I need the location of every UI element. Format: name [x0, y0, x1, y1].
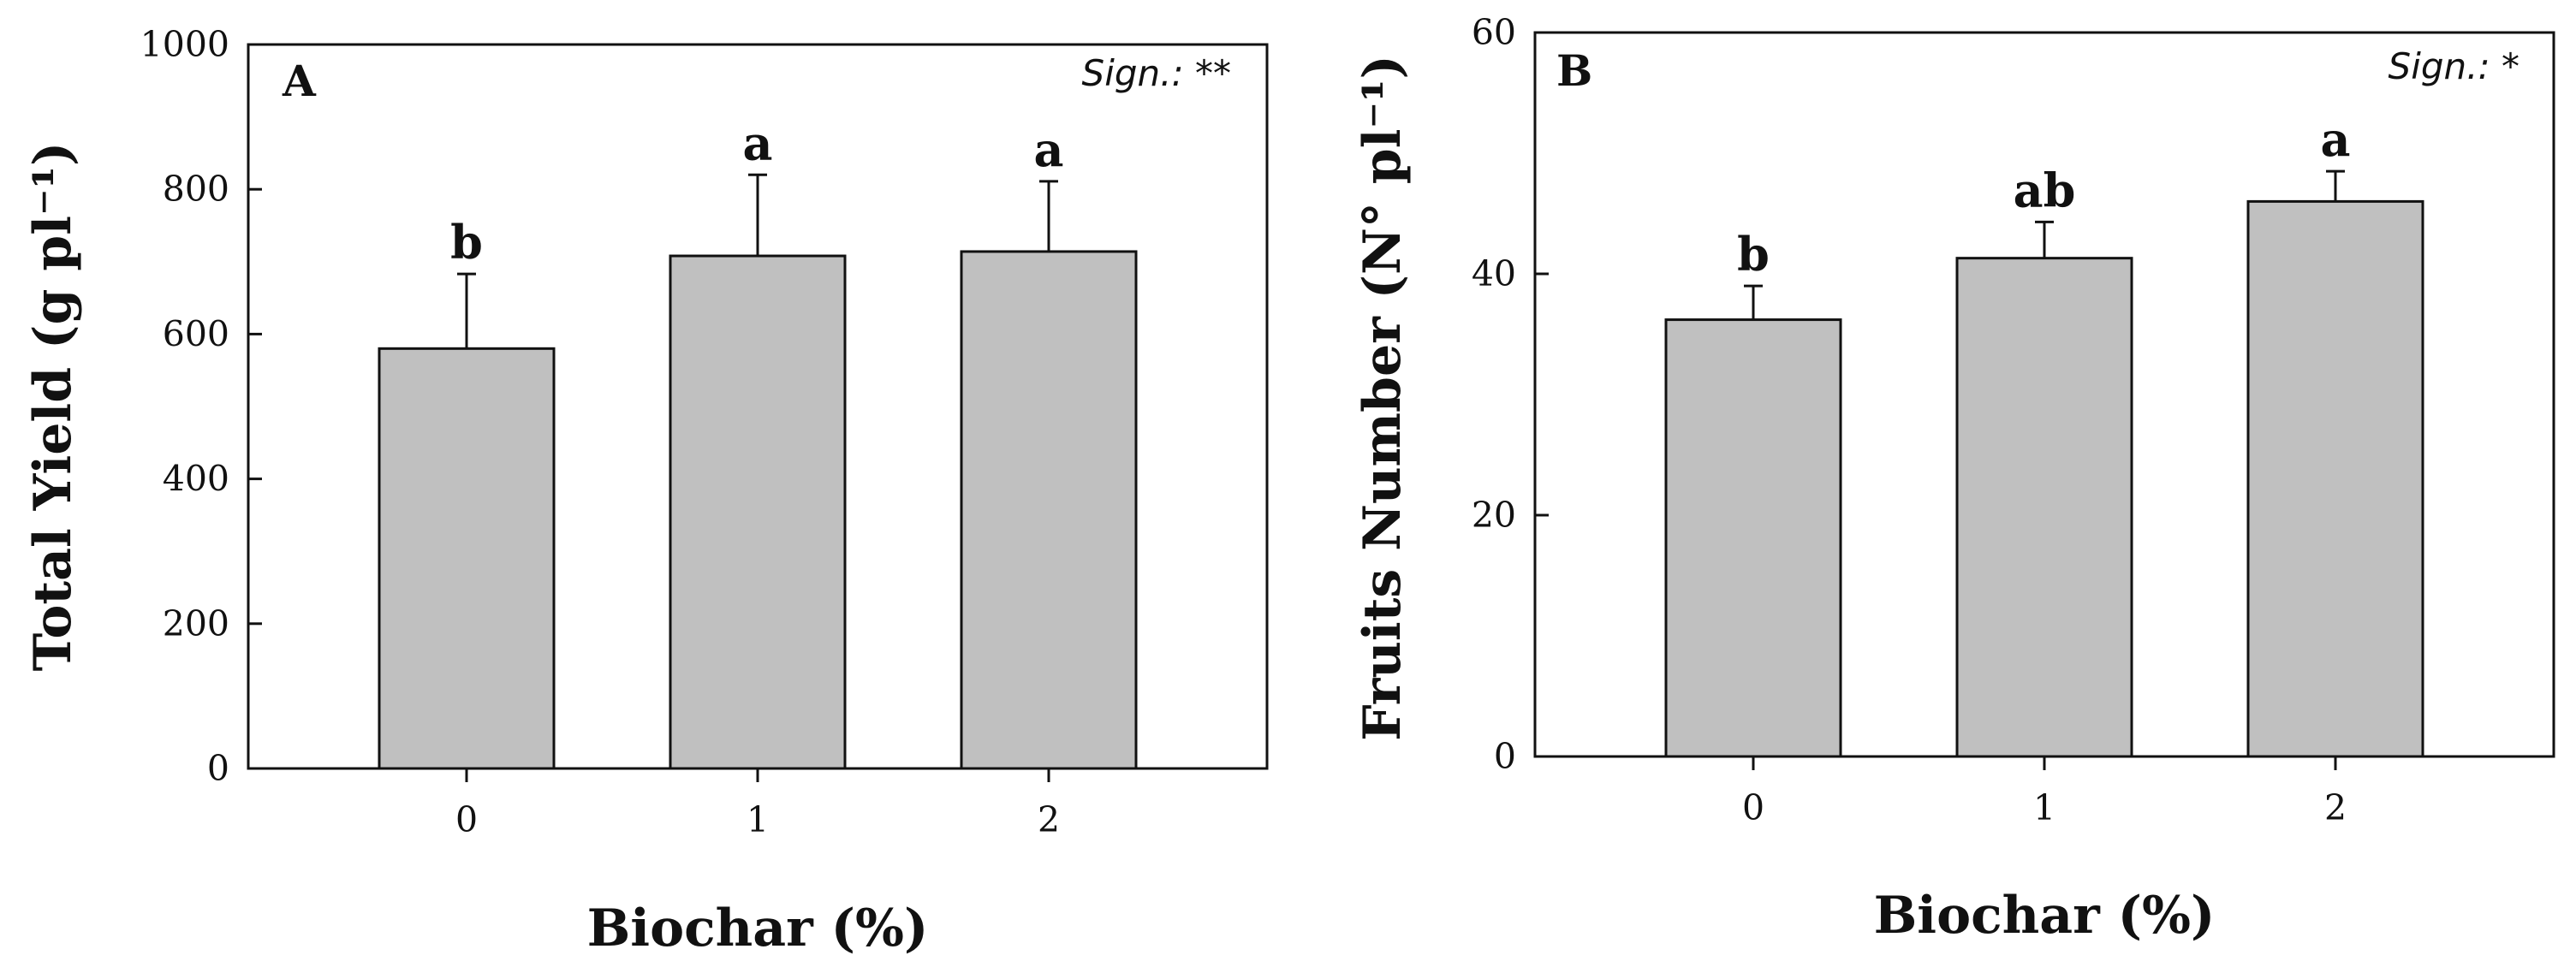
panel-label-b: B	[1556, 45, 1592, 96]
x-axis-ticks-b: 0 1 2	[1742, 756, 2347, 828]
y-axis-ticks-a: 0 200 400 600 800 1000	[140, 24, 262, 789]
significance-letter: b	[450, 215, 483, 270]
x-axis-title-a: Biochar (%)	[587, 899, 929, 958]
significance-letter: b	[1737, 227, 1770, 282]
bar	[2246, 199, 2424, 758]
significance-letter: a	[2321, 112, 2351, 167]
chart-panel-a: 0 200 400 600 800 1000 0 1 2 b a a A Sign.: ** Bi…	[23, 24, 1269, 958]
significance-label-b: Sign.: *	[2389, 45, 2519, 87]
panel-label-a: A	[282, 56, 317, 106]
y-tick-label: 1000	[140, 24, 229, 65]
bars-b: b ab a	[1664, 112, 2424, 758]
significance-letter: ab	[2014, 163, 2076, 217]
significance-letter: a	[743, 116, 773, 170]
y-tick-label: 60	[1472, 12, 1516, 53]
y-tick-label: 20	[1472, 495, 1516, 536]
significance-letter: a	[1034, 122, 1064, 177]
x-tick-label: 0	[1742, 787, 1764, 828]
x-tick-label: 2	[2324, 787, 2347, 828]
y-axis-ticks-b: 0 20 40 60	[1472, 12, 1549, 777]
x-tick-label: 0	[455, 799, 478, 840]
y-tick-label: 0	[207, 748, 229, 789]
bar	[378, 347, 556, 770]
y-tick-label: 400	[163, 459, 229, 500]
y-tick-label: 600	[163, 313, 229, 354]
x-axis-ticks-a: 0 1 2	[455, 768, 1060, 840]
y-tick-label: 0	[1494, 736, 1516, 777]
y-axis-title-b: Fruits Number (N° pl⁻¹)	[1353, 55, 1413, 741]
bar	[1664, 318, 1842, 758]
x-tick-label: 1	[2033, 787, 2055, 828]
y-axis-title-a: Total Yield (g pl⁻¹)	[23, 142, 83, 672]
y-tick-label: 800	[163, 169, 229, 210]
x-axis-title-b: Biochar (%)	[1874, 886, 2216, 946]
y-tick-label: 200	[163, 603, 229, 644]
significance-label-a: Sign.: **	[1082, 52, 1231, 94]
bar	[960, 250, 1138, 770]
bars-a: b a a	[378, 116, 1138, 770]
x-tick-label: 2	[1038, 799, 1060, 840]
bar	[1955, 257, 2133, 758]
bar	[669, 254, 847, 770]
x-tick-label: 1	[747, 799, 769, 840]
y-tick-label: 40	[1472, 253, 1516, 294]
